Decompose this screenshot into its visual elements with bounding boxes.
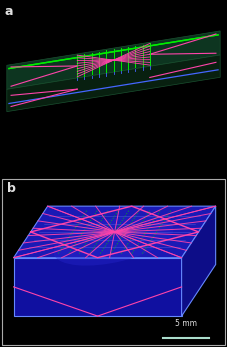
Polygon shape: [182, 206, 216, 316]
Ellipse shape: [54, 215, 173, 265]
Text: b: b: [7, 182, 16, 195]
Polygon shape: [7, 55, 220, 112]
Text: a: a: [5, 5, 13, 18]
Polygon shape: [14, 206, 216, 258]
Polygon shape: [7, 31, 220, 89]
Text: 5 mm: 5 mm: [175, 319, 197, 328]
Polygon shape: [14, 258, 182, 316]
